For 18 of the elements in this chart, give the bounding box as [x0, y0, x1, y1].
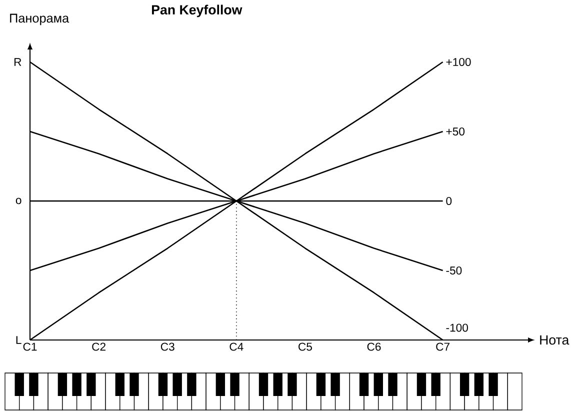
series-label: 0 [446, 196, 452, 206]
series-label: +100 [446, 58, 471, 66]
series-label: +50 [446, 127, 465, 136]
text: R [14, 58, 22, 66]
chart-title: Pan Keyfollow [152, 4, 242, 18]
text: L [16, 336, 22, 344]
x-tick-label: C1 [23, 342, 37, 351]
x-axis-title: Нота [540, 335, 570, 345]
x-tick-label: C2 [92, 342, 106, 351]
text: o [16, 198, 22, 204]
x-tick-label: C5 [298, 342, 312, 351]
x-tick-label: C3 [160, 342, 174, 351]
x-tick-label: C7 [436, 342, 450, 351]
y-axis-title: Панорама [10, 14, 70, 26]
series-label: -50 [446, 266, 462, 275]
x-tick-label: C6 [367, 342, 381, 351]
x-tick-label: C4 [230, 342, 244, 351]
series-label: -100 [446, 324, 468, 332]
